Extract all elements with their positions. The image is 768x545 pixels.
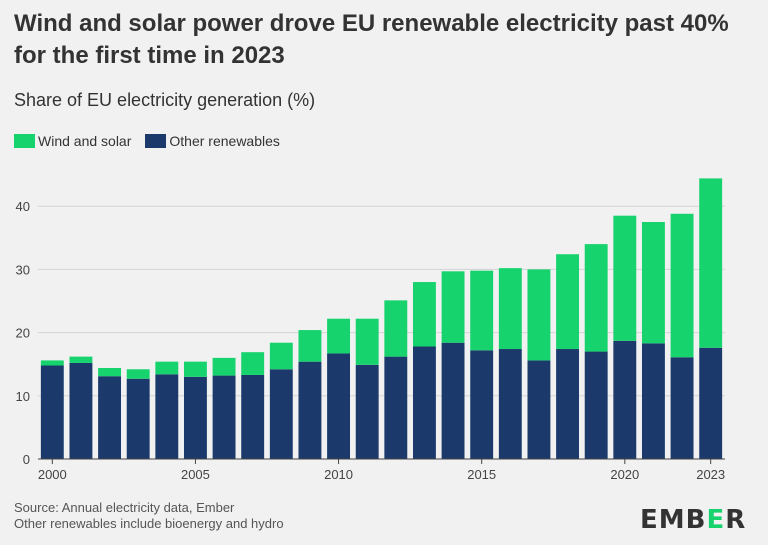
bar-wind-and-solar-2002: [98, 367, 122, 377]
bar-other-renewables-2010: [327, 353, 351, 459]
bar-other-renewables-2018: [556, 349, 580, 459]
chart-title: Wind and solar power drove EU renewable …: [14, 10, 729, 69]
logo-text-accent: E: [706, 505, 726, 535]
bar-other-renewables-2023: [699, 347, 723, 459]
y-tick-label: 20: [16, 326, 30, 341]
bar-wind-and-solar-2006: [212, 357, 236, 376]
bar-wind-and-solar-2020: [613, 215, 637, 341]
legend-swatch-wind-solar: [14, 134, 35, 148]
axis-layer: 0 10 20 30 40 2000 2005 2010 2015 2020 2023: [16, 199, 726, 482]
bar-other-renewables-2003: [126, 378, 150, 459]
bar-wind-and-solar-2004: [155, 361, 179, 375]
legend-label-other-renewables: Other renewables: [169, 133, 280, 149]
bar-wind-and-solar-2010: [327, 318, 351, 354]
chart-subtitle: Share of EU electricity generation (%): [14, 90, 316, 110]
bar-other-renewables-2000: [40, 365, 64, 459]
bar-other-renewables-2019: [584, 351, 608, 459]
y-tick-label: 40: [16, 199, 30, 214]
bar-other-renewables-2005: [183, 376, 207, 459]
legend-item-other-renewables: Other renewables: [145, 133, 280, 149]
definition-note: Other renewables include bioenergy and h…: [14, 516, 284, 531]
bar-wind-and-solar-2021: [641, 222, 665, 344]
bar-layer: [40, 178, 723, 459]
bar-other-renewables-2011: [355, 364, 379, 459]
bar-other-renewables-2007: [241, 374, 265, 459]
bar-wind-and-solar-2009: [298, 330, 322, 362]
y-tick-label: 10: [16, 389, 30, 404]
bar-other-renewables-2013: [412, 346, 436, 459]
bar-other-renewables-2016: [498, 349, 522, 459]
y-tick-label: 0: [23, 452, 30, 467]
bar-other-renewables-2004: [155, 374, 179, 459]
bar-other-renewables-2012: [384, 356, 408, 459]
x-tick-label: 2010: [324, 467, 353, 482]
bar-wind-and-solar-2017: [527, 269, 551, 361]
grid-layer: [38, 205, 725, 397]
bar-other-renewables-2006: [212, 375, 236, 459]
bar-other-renewables-2017: [527, 360, 551, 459]
x-tick-label: 2015: [467, 467, 496, 482]
bar-other-renewables-2020: [613, 340, 637, 459]
bar-wind-and-solar-2001: [69, 356, 93, 363]
bar-wind-and-solar-2016: [498, 268, 522, 350]
bar-other-renewables-2002: [98, 376, 122, 459]
bar-other-renewables-2022: [670, 357, 694, 459]
bar-wind-and-solar-2012: [384, 300, 408, 357]
logo-text-prefix: EMB: [640, 505, 707, 535]
x-tick-label: 2023: [696, 467, 725, 482]
legend-swatch-other-renewables: [145, 134, 167, 148]
bar-wind-and-solar-2003: [126, 369, 150, 379]
bar-wind-and-solar-2018: [556, 254, 580, 350]
bar-other-renewables-2008: [269, 369, 293, 459]
bar-other-renewables-2001: [69, 362, 93, 459]
bar-wind-and-solar-2013: [412, 282, 436, 347]
x-tick-label: 2005: [181, 467, 210, 482]
bar-wind-and-solar-2022: [670, 213, 694, 358]
legend-label-wind-solar: Wind and solar: [38, 133, 132, 149]
source-note: Source: Annual electricity data, Ember: [14, 500, 235, 515]
bar-other-renewables-2009: [298, 361, 322, 459]
footer: Source: Annual electricity data, Ember O…: [14, 500, 284, 532]
logo-text-suffix: R: [725, 505, 747, 535]
y-tick-label: 30: [16, 262, 30, 277]
bar-wind-and-solar-2000: [40, 360, 64, 366]
bar-wind-and-solar-2008: [269, 342, 293, 370]
legend: Wind and solar Other renewables: [14, 133, 294, 149]
bar-other-renewables-2014: [441, 342, 465, 459]
bar-wind-and-solar-2014: [441, 271, 465, 343]
bar-wind-and-solar-2015: [470, 270, 494, 351]
bar-wind-and-solar-2019: [584, 244, 608, 352]
bar-wind-and-solar-2007: [241, 352, 265, 375]
bar-other-renewables-2021: [641, 343, 665, 459]
bar-other-renewables-2015: [470, 350, 494, 459]
bar-wind-and-solar-2011: [355, 318, 379, 365]
legend-item-wind-solar: Wind and solar: [14, 133, 131, 149]
bar-wind-and-solar-2023: [699, 178, 723, 348]
ember-logo: EMBER: [640, 505, 746, 535]
bar-wind-and-solar-2005: [183, 361, 207, 377]
x-tick-label: 2020: [610, 467, 639, 482]
x-tick-label: 2000: [38, 467, 67, 482]
